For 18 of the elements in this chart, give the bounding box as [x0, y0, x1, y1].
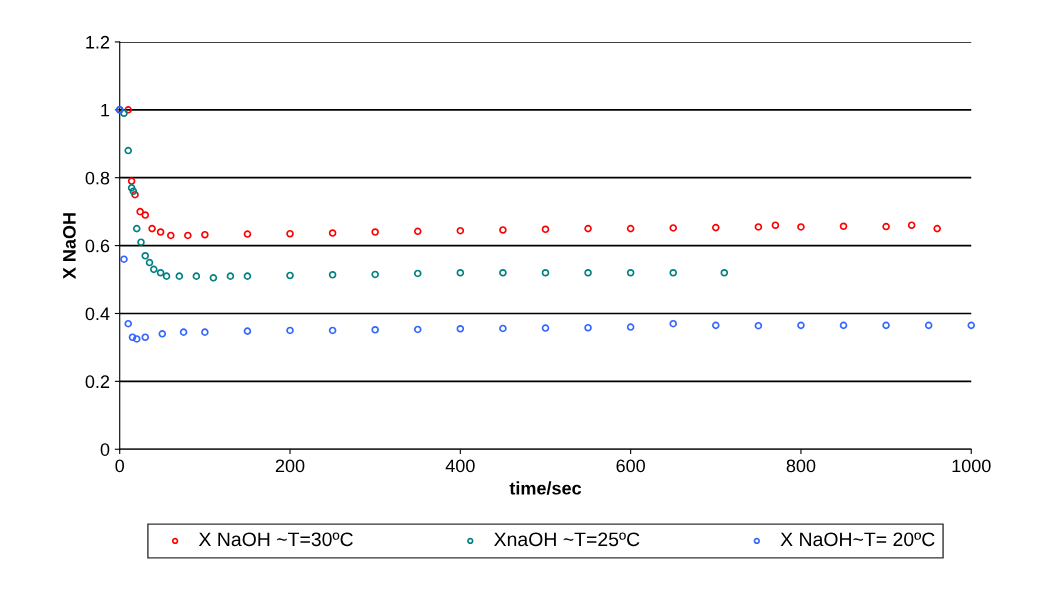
legend-label: X NaOH~T= 20ºC	[780, 532, 935, 547]
y-axis-title: X NaOH	[62, 213, 76, 280]
y-tick-label: 0.2	[85, 375, 110, 389]
y-tick-label: 0.8	[85, 171, 110, 185]
legend-label: X NaOH ~T=30ºC	[198, 532, 353, 547]
y-tick-label: 1.2	[86, 35, 110, 49]
x-axis-title: time/sec	[509, 481, 582, 495]
x-tick-label: 600	[616, 459, 645, 473]
y-tick-label: 0.4	[85, 307, 110, 321]
legend-label: XnaOH ~T=25ºC	[494, 532, 640, 547]
y-tick-label: 1	[101, 103, 110, 117]
x-tick-label: 800	[786, 459, 816, 473]
x-tick-label: 400	[445, 459, 475, 473]
y-tick-label: 0.6	[85, 239, 110, 253]
x-tick-label: 1000	[952, 459, 991, 473]
x-tick-label: 0	[115, 459, 125, 473]
x-tick-label: 200	[275, 459, 305, 473]
y-tick-label: 0	[100, 443, 110, 456]
